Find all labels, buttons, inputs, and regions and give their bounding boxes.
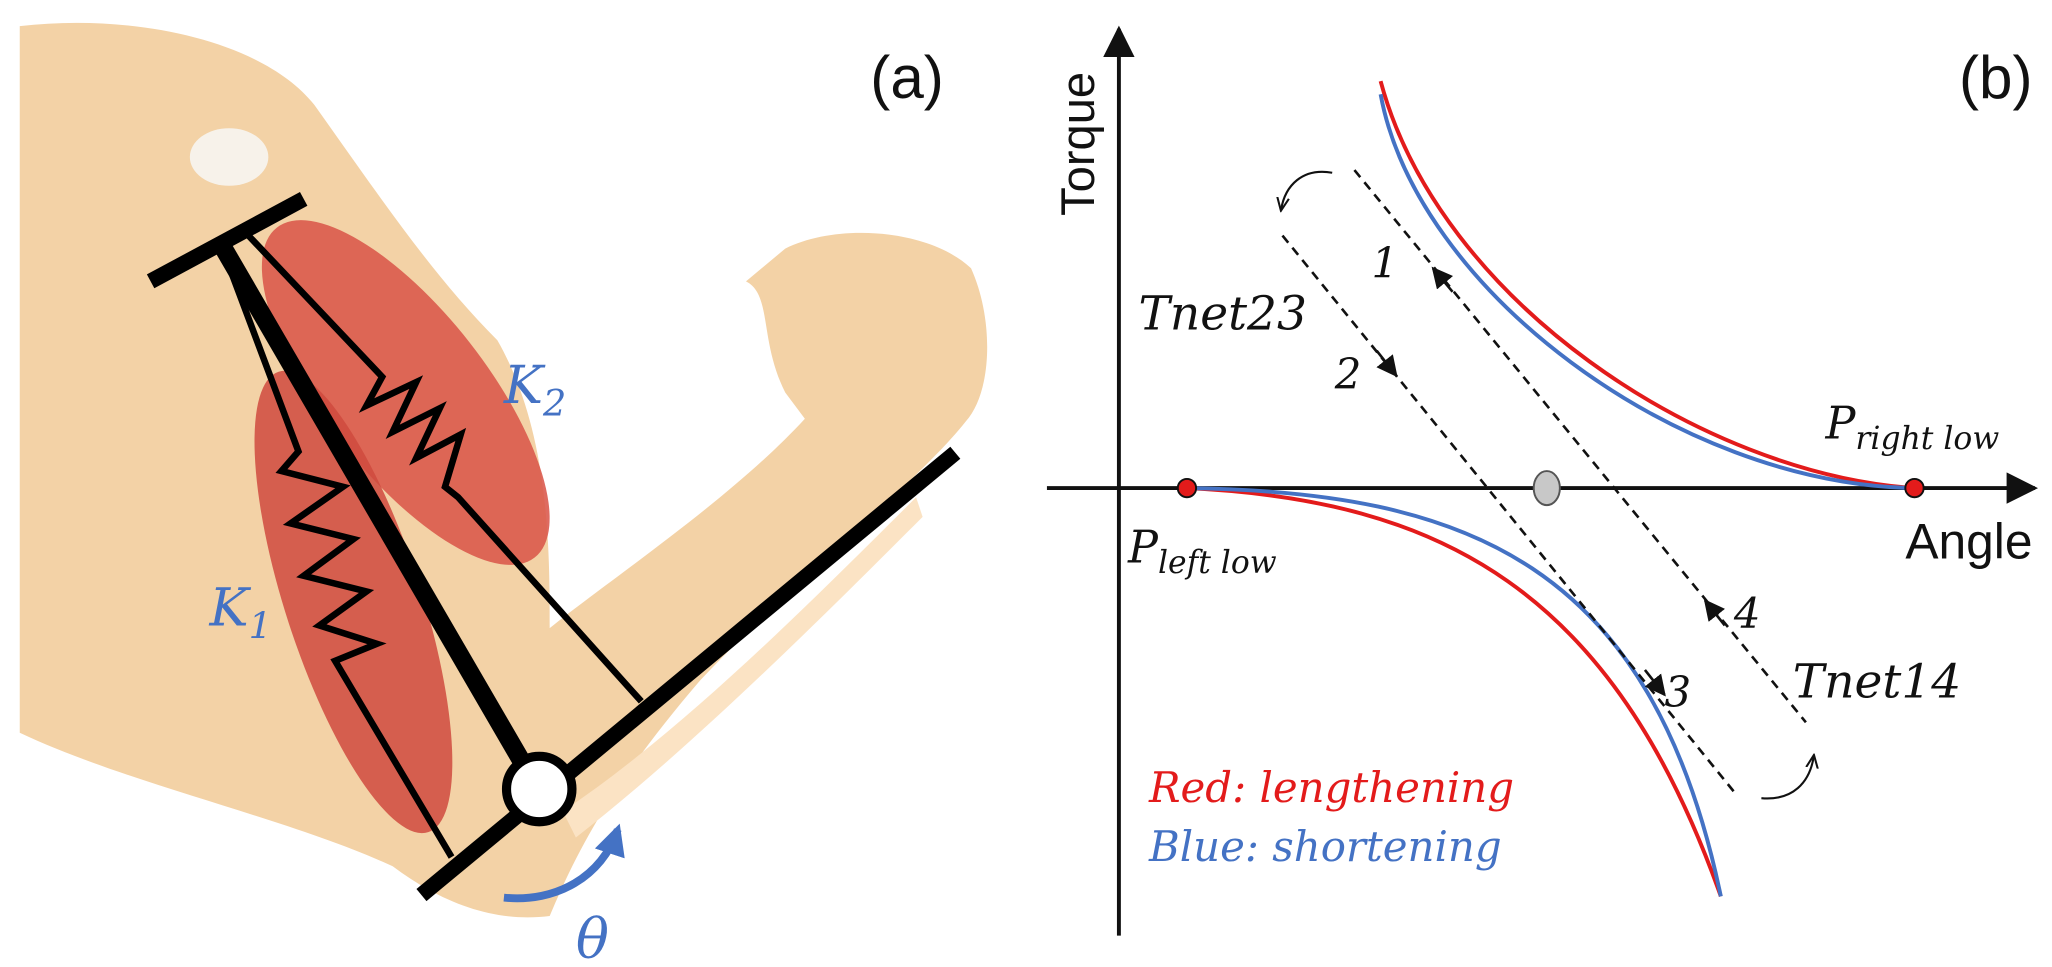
panel-label: (b) [1959,44,2033,111]
direction-arrow [1377,351,1397,376]
spring-symbol: K [503,355,546,416]
point-label: Pright low [1825,398,2000,456]
turn-arrow [1281,172,1332,210]
turn-arrow [1761,756,1813,798]
step-label: 1 [1371,238,1398,287]
y-axis-label: Torque [1051,72,1104,216]
figure: (a) K1 K2 θ (b) Torque Angle Tnet23 Tnet… [0,0,2052,967]
x-axis-label: Angle [1905,514,2032,570]
path-label: Tnet14 [1793,654,1961,709]
panel-a: (a) K1 K2 θ [20,23,987,967]
point-subscript: left low [1158,545,1277,581]
equilibrium-point [1178,479,1196,497]
point-symbol: P [1127,523,1159,574]
body: {"panel_a": {"label": "(a)", "springs": … [0,0,2052,967]
neutral-point [1534,471,1560,505]
path-label: Tnet23 [1139,287,1307,342]
step-label: 2 [1334,350,1362,399]
elbow-joint [507,756,572,821]
direction-arrow [1705,601,1725,626]
spring-label: K2 [503,355,566,425]
panel-label: (a) [870,44,944,111]
legend-entry: Blue: shortening [1148,822,1502,871]
step-label: 4 [1733,589,1761,638]
page: Muscle spring model and torque-angle dia… [0,0,2052,967]
panel-b: (b) Torque Angle Tnet23 Tnet14 1 2 3 4 P… [1047,29,2035,936]
point-subscript: right low [1855,421,1999,457]
angle-symbol: θ [576,907,609,967]
spring-symbol: K [208,577,251,638]
shoulder-bone [190,128,269,186]
direction-arrow [1433,268,1453,292]
point-label: Pleft low [1127,523,1277,581]
legend-entry: Red: lengthening [1148,763,1514,812]
point-symbol: P [1825,398,1857,449]
step-label: 3 [1665,668,1692,717]
spring-subscript: 2 [542,382,566,425]
equilibrium-point [1905,479,1923,497]
spring-subscript: 1 [249,605,272,648]
